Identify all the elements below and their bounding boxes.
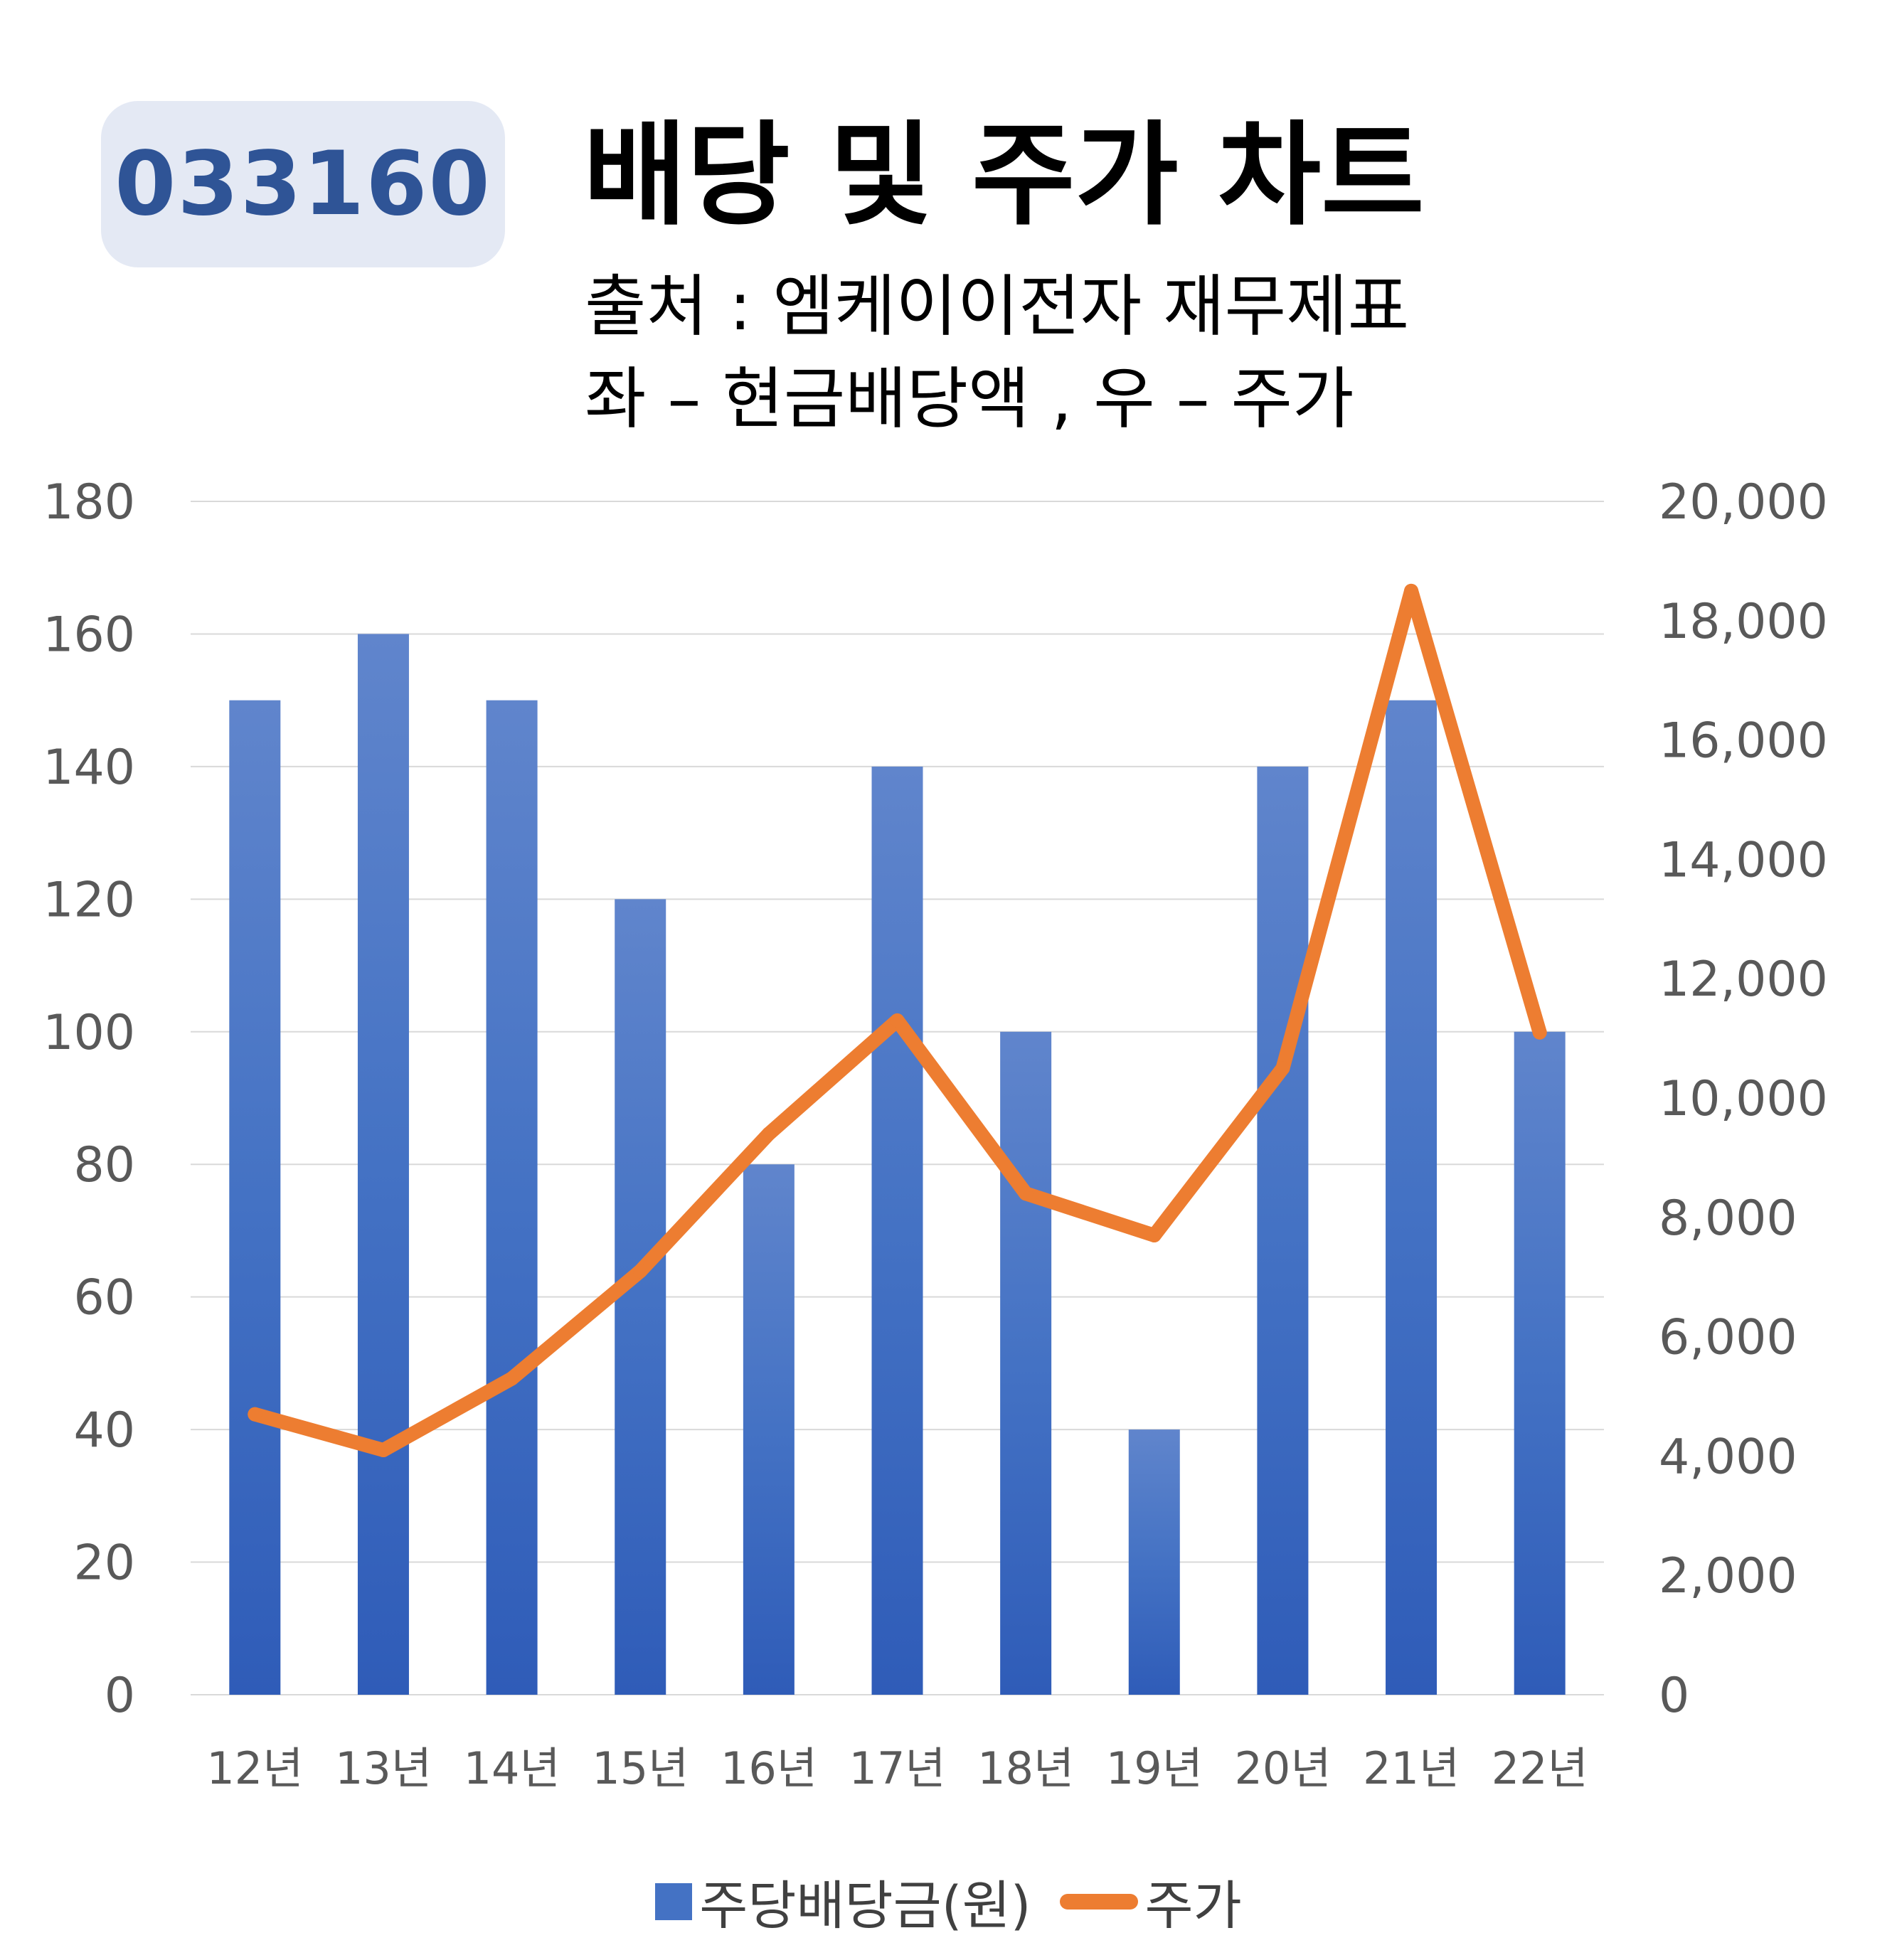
- bar-dividend: [1257, 766, 1309, 1695]
- point-price: [504, 1371, 519, 1386]
- bar-dividend: [357, 634, 409, 1695]
- y-right-tick-label: 16,000: [1659, 713, 1828, 769]
- legend-item-dividend: 주당배당금(원): [655, 1863, 1031, 1939]
- bar-dividend: [486, 700, 538, 1695]
- x-tick-label: 21년: [1363, 1742, 1460, 1794]
- point-price: [1532, 1025, 1547, 1040]
- point-price: [1404, 583, 1419, 598]
- y-left-tick-label: 100: [43, 1005, 135, 1061]
- point-price: [376, 1443, 390, 1458]
- y-left-tick-label: 80: [73, 1137, 135, 1193]
- point-price: [890, 1013, 905, 1028]
- x-tick-label: 19년: [1106, 1742, 1203, 1794]
- axis-description: 좌 – 현금배당액 , 우 – 주가: [585, 361, 1354, 438]
- x-tick-label: 13년: [335, 1742, 432, 1794]
- chart-title: 배당 및 주가 차트: [583, 110, 1425, 241]
- x-tick-label: 14년: [464, 1742, 560, 1794]
- bar-dividend: [615, 899, 666, 1695]
- point-price: [1275, 1061, 1290, 1076]
- bar-dividend: [1000, 1031, 1052, 1695]
- y-right-tick-label: 0: [1659, 1668, 1689, 1724]
- y-right-tick-label: 4,000: [1659, 1429, 1797, 1485]
- x-tick-label: 22년: [1492, 1742, 1588, 1794]
- point-price: [1147, 1227, 1162, 1242]
- point-price: [633, 1264, 648, 1279]
- legend-line-swatch: [1059, 1893, 1138, 1910]
- legend-label-price: 주가: [1144, 1875, 1242, 1937]
- legend-label-dividend: 주당배당금(원): [699, 1875, 1031, 1937]
- legend: 주당배당금(원) 주가: [0, 1863, 1897, 1939]
- y-right-tick-label: 8,000: [1659, 1191, 1797, 1247]
- y-left-tick-label: 140: [43, 740, 135, 796]
- bar-dividend: [871, 766, 923, 1695]
- y-right-tick-label: 6,000: [1659, 1310, 1797, 1366]
- y-left-tick-label: 20: [73, 1535, 135, 1592]
- bar-dividend: [1514, 1031, 1566, 1695]
- y-left-tick-label: 180: [43, 474, 135, 531]
- y-left-tick-label: 120: [43, 872, 135, 928]
- y-right-tick-label: 12,000: [1659, 952, 1828, 1008]
- y-right-tick-label: 2,000: [1659, 1548, 1797, 1604]
- y-left-tick-label: 60: [73, 1270, 135, 1326]
- x-tick-label: 12년: [206, 1742, 303, 1794]
- y-right-tick-label: 20,000: [1659, 474, 1828, 531]
- y-left-tick-label: 40: [73, 1402, 135, 1459]
- point-price: [761, 1127, 776, 1141]
- legend-bar-swatch: [655, 1882, 693, 1920]
- x-tick-label: 20년: [1234, 1742, 1331, 1794]
- y-left-tick-label: 160: [43, 607, 135, 663]
- bar-dividend: [1128, 1429, 1180, 1695]
- x-tick-label: 18년: [977, 1742, 1074, 1794]
- legend-item-price: 주가: [1059, 1863, 1242, 1939]
- ticker-code: 033160: [115, 133, 491, 235]
- x-tick-label: 15년: [592, 1742, 689, 1794]
- y-left-tick-label: 0: [105, 1668, 135, 1724]
- y-right-tick-label: 10,000: [1659, 1071, 1828, 1127]
- ticker-badge: 033160: [101, 101, 505, 267]
- bar-dividend: [743, 1164, 795, 1695]
- point-price: [1019, 1186, 1033, 1201]
- y-right-tick-label: 18,000: [1659, 594, 1828, 650]
- point-price: [248, 1407, 262, 1422]
- bar-dividend: [229, 700, 281, 1695]
- chart-source: 출처 : 엠케이이전자 재무제표: [585, 268, 1410, 346]
- x-tick-label: 17년: [849, 1742, 946, 1794]
- bar-dividend: [1386, 700, 1438, 1695]
- y-right-tick-label: 14,000: [1659, 832, 1828, 888]
- x-tick-label: 16년: [721, 1742, 817, 1794]
